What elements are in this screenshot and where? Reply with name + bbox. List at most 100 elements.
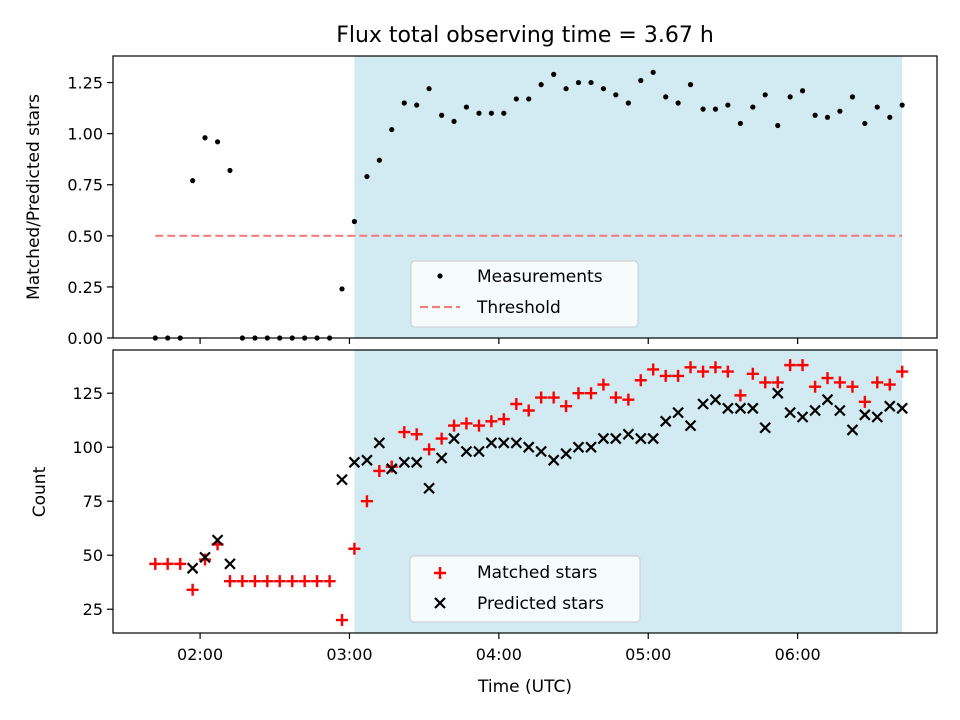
predicted-star-point (211, 534, 224, 546)
matched-star-point (746, 367, 759, 380)
bottom-panel: 25 50 75 100 125 02:00 03:00 04:00 05:00 06:00 C… (30, 349, 938, 697)
top-ytick-label: 0.25 (67, 278, 103, 297)
matched-star-point (435, 432, 448, 445)
top-y-ticks: 0.00 0.25 0.50 0.75 1.00 1.25 (67, 74, 113, 348)
predicted-star-point (410, 456, 423, 469)
top-ytick-label: 0.75 (67, 176, 103, 195)
legend-predicted-label: Predicted stars (477, 594, 604, 614)
predicted-star-point (473, 445, 485, 458)
matched-star-point (833, 376, 846, 389)
legend-matched-marker (434, 567, 446, 579)
measurement-point (600, 86, 607, 92)
measurement-point (887, 114, 893, 120)
predicted-star-point (734, 402, 747, 415)
measurement-point (687, 82, 694, 88)
measurement-point (401, 100, 407, 106)
matched-star-point (199, 553, 212, 566)
matched-star-point (336, 614, 349, 627)
matched-star-point (622, 393, 635, 406)
bottom-ytick-label: 25 (83, 600, 103, 619)
measurement-point (513, 96, 519, 102)
predicted-star-point (423, 482, 435, 495)
measurement-point (712, 106, 719, 112)
top-legend[interactable]: Measurements Threshold (410, 260, 639, 328)
matched-star-point (298, 575, 311, 588)
matched-star-point (871, 376, 884, 389)
matched-star-point (186, 583, 199, 596)
measurement-point (439, 112, 445, 118)
predicted-star-point (547, 454, 560, 466)
legend-measurements-label: Measurements (477, 267, 603, 287)
predicted-star-point (485, 437, 498, 449)
matched-star-point (472, 419, 485, 432)
matched-star-point (659, 369, 672, 382)
measurement-point (339, 286, 345, 292)
matched-star-point (634, 374, 647, 387)
predicted-star-point (460, 445, 473, 458)
predicted-star-point (647, 432, 659, 445)
predicted-star-point (672, 406, 684, 419)
matched-star-point (273, 575, 286, 588)
predicted-star-point (373, 437, 386, 449)
top-legend-box (410, 260, 639, 328)
matched-star-point (398, 426, 411, 439)
measurement-point (351, 218, 358, 225)
predicted-star-point (747, 402, 759, 415)
matched-star-point (161, 557, 174, 570)
measurement-point (476, 110, 482, 116)
matched-star-point (560, 400, 573, 413)
matched-star-point (647, 363, 660, 376)
matched-star-point (585, 387, 598, 400)
matched-star-point (149, 557, 162, 570)
measurement-point (214, 139, 221, 145)
predicted-star-point (821, 393, 834, 406)
measurement-points (152, 69, 905, 341)
measurement-point (526, 96, 532, 102)
legend-predicted-marker (434, 597, 446, 609)
matched-star-point (858, 395, 871, 408)
matched-star-point (759, 376, 772, 389)
measurement-point (389, 126, 395, 133)
predicted-star-point (771, 387, 784, 399)
top-y-axis-label: Matched/Predicted stars (24, 94, 44, 300)
top-panel-frame (112, 55, 938, 339)
matched-star-point (460, 417, 473, 430)
matched-star-point (410, 428, 423, 441)
measurement-point (775, 122, 781, 129)
bottom-legend-box (409, 555, 641, 623)
bottom-y-ticks: 25 50 75 100 125 (72, 384, 113, 619)
matched-star-point (709, 361, 722, 374)
xtick-label: 03:00 (326, 645, 372, 664)
predicted-star-point (709, 393, 722, 406)
measurement-point (650, 69, 656, 75)
count-points (149, 359, 909, 627)
predicted-star-point (348, 456, 361, 469)
predicted-star-point (759, 421, 771, 434)
predicted-star-point (859, 409, 871, 421)
matched-star-point (672, 369, 685, 382)
legend-matched-label: Matched stars (477, 563, 597, 583)
measurement-point (750, 104, 756, 110)
predicted-star-point (871, 411, 884, 423)
matched-star-point (821, 372, 834, 385)
bottom-ytick-label: 75 (83, 492, 103, 511)
measurement-point (725, 102, 731, 108)
bottom-legend[interactable]: Matched stars Predicted stars (409, 555, 641, 623)
measurement-point (613, 92, 619, 98)
matched-star-point (846, 380, 859, 393)
top-ytick-label: 0.50 (67, 227, 103, 246)
predicted-star-point (796, 411, 809, 423)
matched-star-point (522, 404, 535, 417)
matched-star-point (236, 575, 249, 588)
predicted-star-point (498, 437, 510, 449)
predicted-star-point (784, 406, 796, 419)
predicted-star-point (361, 454, 373, 466)
predicted-star-point (896, 402, 908, 415)
matched-star-point (223, 575, 236, 588)
predicted-star-point (622, 428, 635, 441)
predicted-star-point (385, 463, 398, 475)
matched-star-point (311, 575, 324, 588)
predicted-star-point (224, 558, 236, 570)
measurement-point (663, 94, 669, 100)
